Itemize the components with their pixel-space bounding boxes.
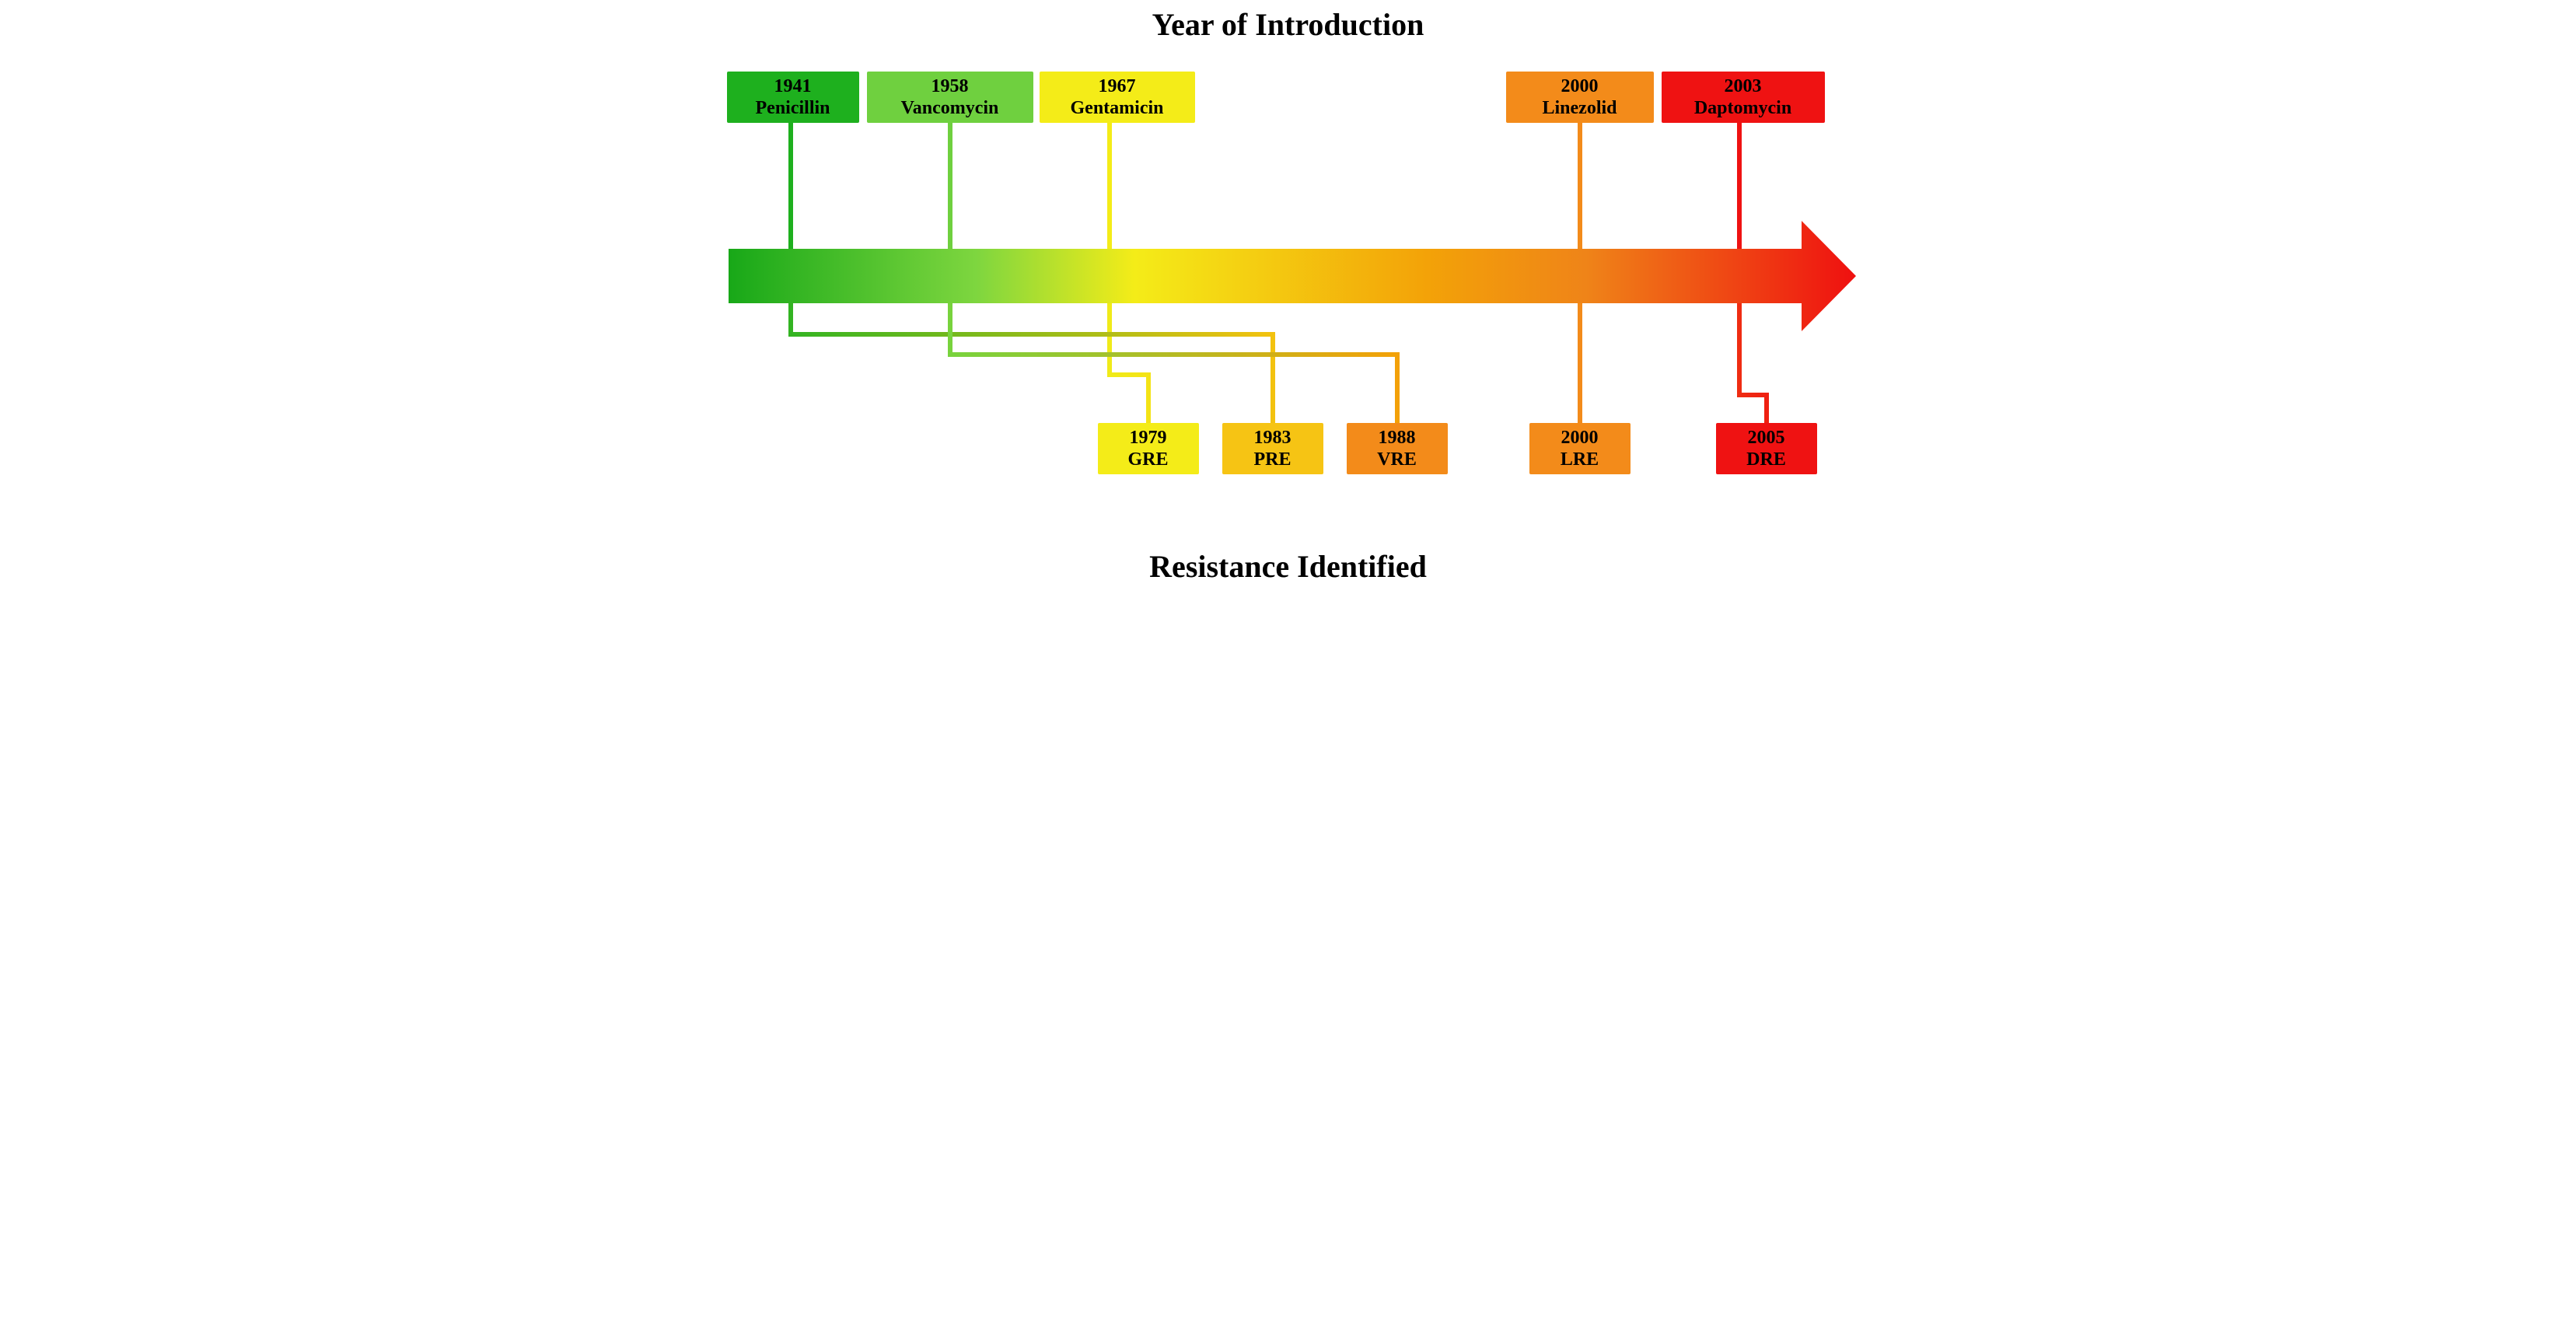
resistance-vre-label: VRE: [1354, 449, 1440, 471]
connector-resist-vre: [950, 303, 1397, 423]
resistance-gre: 1979GRE: [1098, 423, 1199, 474]
timeline-arrow: [729, 221, 1856, 331]
antibiotic-vancomycin: 1958Vancomycin: [867, 72, 1033, 123]
antibiotic-penicillin-label: Penicillin: [735, 98, 851, 120]
resistance-pre-label: PRE: [1230, 449, 1316, 471]
connector-resist-dre: [1739, 303, 1767, 423]
connector-resist-pre: [791, 303, 1273, 423]
antibiotic-vancomycin-label: Vancomycin: [875, 98, 1026, 120]
resistance-lre: 2000LRE: [1529, 423, 1631, 474]
resistance-dre-label: DRE: [1724, 449, 1809, 471]
resistance-pre-year: 1983: [1230, 428, 1316, 449]
antibiotic-linezolid-label: Linezolid: [1514, 98, 1646, 120]
antibiotic-daptomycin-label: Daptomycin: [1669, 98, 1817, 120]
antibiotic-linezolid-year: 2000: [1514, 76, 1646, 98]
resistance-lre-label: LRE: [1537, 449, 1623, 471]
resistance-lre-year: 2000: [1537, 428, 1623, 449]
connector-resist-gre: [1110, 303, 1148, 423]
antibiotic-penicillin: 1941Penicillin: [727, 72, 859, 123]
resistance-dre: 2005DRE: [1716, 423, 1817, 474]
resistance-gre-label: GRE: [1106, 449, 1191, 471]
antibiotic-linezolid: 2000Linezolid: [1506, 72, 1654, 123]
resistance-dre-year: 2005: [1724, 428, 1809, 449]
resistance-vre-year: 1988: [1354, 428, 1440, 449]
antibiotic-daptomycin: 2003Daptomycin: [1662, 72, 1825, 123]
title-resistance-identified: Resistance Identified: [713, 548, 1864, 585]
antibiotic-penicillin-year: 1941: [735, 76, 851, 98]
antibiotic-gentamicin-year: 1967: [1047, 76, 1187, 98]
diagram-root: Year of Introduction Resistance Identifi…: [713, 0, 1864, 591]
antibiotic-gentamicin: 1967Gentamicin: [1040, 72, 1195, 123]
resistance-gre-year: 1979: [1106, 428, 1191, 449]
resistance-pre: 1983PRE: [1222, 423, 1323, 474]
antibiotic-vancomycin-year: 1958: [875, 76, 1026, 98]
antibiotic-gentamicin-label: Gentamicin: [1047, 98, 1187, 120]
antibiotic-daptomycin-year: 2003: [1669, 76, 1817, 98]
resistance-vre: 1988VRE: [1347, 423, 1448, 474]
